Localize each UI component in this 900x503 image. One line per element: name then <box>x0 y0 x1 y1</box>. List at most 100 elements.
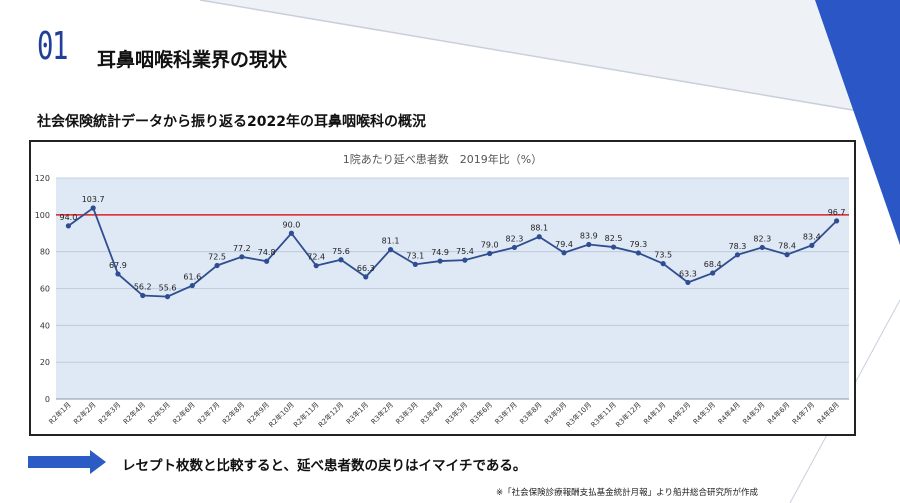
x-tick-label: R4年6月 <box>765 400 791 426</box>
data-point <box>635 250 641 256</box>
data-label: 78.3 <box>729 242 747 251</box>
x-tick-label: R2年8月 <box>220 400 246 426</box>
data-label: 82.3 <box>753 234 771 243</box>
x-tick-label: R3年6月 <box>468 400 494 426</box>
x-tick-label: R3年11月 <box>589 400 618 429</box>
x-tick-label: R4年3月 <box>691 400 717 426</box>
data-point <box>660 261 666 267</box>
data-label: 81.1 <box>382 237 400 246</box>
x-tick-label: R2年2月 <box>72 400 98 426</box>
data-point <box>313 263 319 269</box>
conclusion-text: レセプト枚数と比較すると、延べ患者数の戻りはイマイチである。 <box>122 458 527 474</box>
data-label: 66.3 <box>357 264 375 273</box>
data-label: 55.6 <box>159 284 177 293</box>
data-point <box>338 257 344 263</box>
data-label: 67.9 <box>109 261 127 270</box>
data-point <box>140 292 146 299</box>
x-tick-label: R2年11月 <box>291 400 320 429</box>
x-tick-label: R2年10月 <box>267 400 296 429</box>
y-tick-label: 40 <box>40 321 50 330</box>
x-tick-label: R2年1月 <box>47 400 73 426</box>
data-label: 77.2 <box>233 244 251 253</box>
data-point <box>65 223 71 229</box>
y-tick-label: 0 <box>45 395 50 404</box>
y-tick-label: 100 <box>35 211 50 220</box>
data-point <box>164 294 171 300</box>
y-tick-label: 60 <box>40 285 50 294</box>
data-label: 75.4 <box>456 247 474 256</box>
data-label: 82.3 <box>506 234 524 243</box>
x-tick-label: R2年7月 <box>195 400 221 426</box>
x-tick-label: R2年9月 <box>245 400 271 426</box>
line-chart: 0 20 40 60 80 100 120 94.0 103.7 67.9 56.2 55.6 61.6… <box>35 174 849 429</box>
x-tick-label: R3年10月 <box>564 400 593 429</box>
data-point <box>288 230 295 236</box>
right-arrow-icon <box>28 450 106 474</box>
chart-panel: 1院あたり延べ患者数 2019年比（%） 0 20 40 60 80 100 120 94.0… <box>29 140 856 436</box>
data-label: 56.2 <box>134 282 152 291</box>
x-tick-label: R2年4月 <box>121 400 147 426</box>
data-point <box>561 250 567 256</box>
chart-title: 1院あたり延べ患者数 2019年比（%） <box>342 153 543 166</box>
section-subtitle: 社会保険統計データから振り返る2022年の耳鼻咽喉科の概況 <box>37 114 426 130</box>
data-label: 82.5 <box>605 234 623 243</box>
data-label: 88.1 <box>530 224 548 233</box>
data-point <box>189 282 195 289</box>
data-point <box>610 244 617 250</box>
x-tick-label: R2年3月 <box>96 400 122 426</box>
x-tick-label: R4年1月 <box>642 400 668 426</box>
data-label: 75.6 <box>332 247 350 256</box>
x-tick-label: R4年2月 <box>666 400 692 426</box>
data-point <box>511 244 518 251</box>
y-tick-label: 20 <box>40 358 50 367</box>
data-point <box>685 279 691 286</box>
data-point <box>437 258 443 264</box>
data-point <box>809 242 815 249</box>
data-point <box>834 218 840 224</box>
x-tick-label: R2年6月 <box>171 400 197 426</box>
slide-number: 01 <box>37 24 69 68</box>
data-label: 78.4 <box>778 242 796 251</box>
x-tick-label: R4年4月 <box>716 400 742 426</box>
data-point <box>487 250 493 257</box>
data-label: 96.7 <box>828 208 846 217</box>
x-tick-label: R3年5月 <box>443 400 469 426</box>
x-tick-label: R2年12月 <box>316 400 345 429</box>
x-tick-label: R3年9月 <box>542 400 568 426</box>
data-label: 83.9 <box>580 231 598 240</box>
data-label: 72.4 <box>307 253 325 262</box>
data-point <box>412 261 418 267</box>
data-label: 61.6 <box>183 273 201 282</box>
data-point <box>90 205 96 211</box>
series-line <box>67 206 838 298</box>
data-label: 74.9 <box>431 248 449 257</box>
x-tick-label: R4年7月 <box>790 400 816 426</box>
data-point <box>759 244 765 251</box>
data-point <box>710 270 716 276</box>
data-label: 79.4 <box>555 240 573 249</box>
x-tick-label: R3年2月 <box>369 400 395 426</box>
data-label: 79.0 <box>481 241 499 250</box>
data-point <box>734 252 741 258</box>
data-label: 90.0 <box>283 220 301 229</box>
y-tick-label: 120 <box>35 174 50 183</box>
data-label: 103.7 <box>82 195 105 204</box>
x-tick-label: R3年7月 <box>493 400 519 426</box>
data-label: 72.5 <box>208 252 226 261</box>
data-label: 74.8 <box>258 248 276 257</box>
x-tick-label: R4年8月 <box>815 400 841 426</box>
x-tick-label: R3年8月 <box>518 400 544 426</box>
data-point <box>462 257 468 263</box>
x-tick-label: R3年12月 <box>614 400 643 429</box>
x-tick-label: R4年5月 <box>741 400 767 426</box>
x-tick-label: R3年1月 <box>344 400 370 426</box>
data-label: 79.3 <box>629 240 647 249</box>
data-point <box>586 241 592 248</box>
data-label: 73.5 <box>654 251 672 260</box>
x-tick-label: R3年3月 <box>394 400 420 426</box>
y-tick-label: 80 <box>40 248 50 257</box>
data-point <box>784 252 790 258</box>
data-point <box>387 247 394 253</box>
source-note: ※「社会保険診療報酬支払基金統計月報」より船井総合研究所が作成 <box>496 488 758 498</box>
data-point <box>363 274 369 280</box>
